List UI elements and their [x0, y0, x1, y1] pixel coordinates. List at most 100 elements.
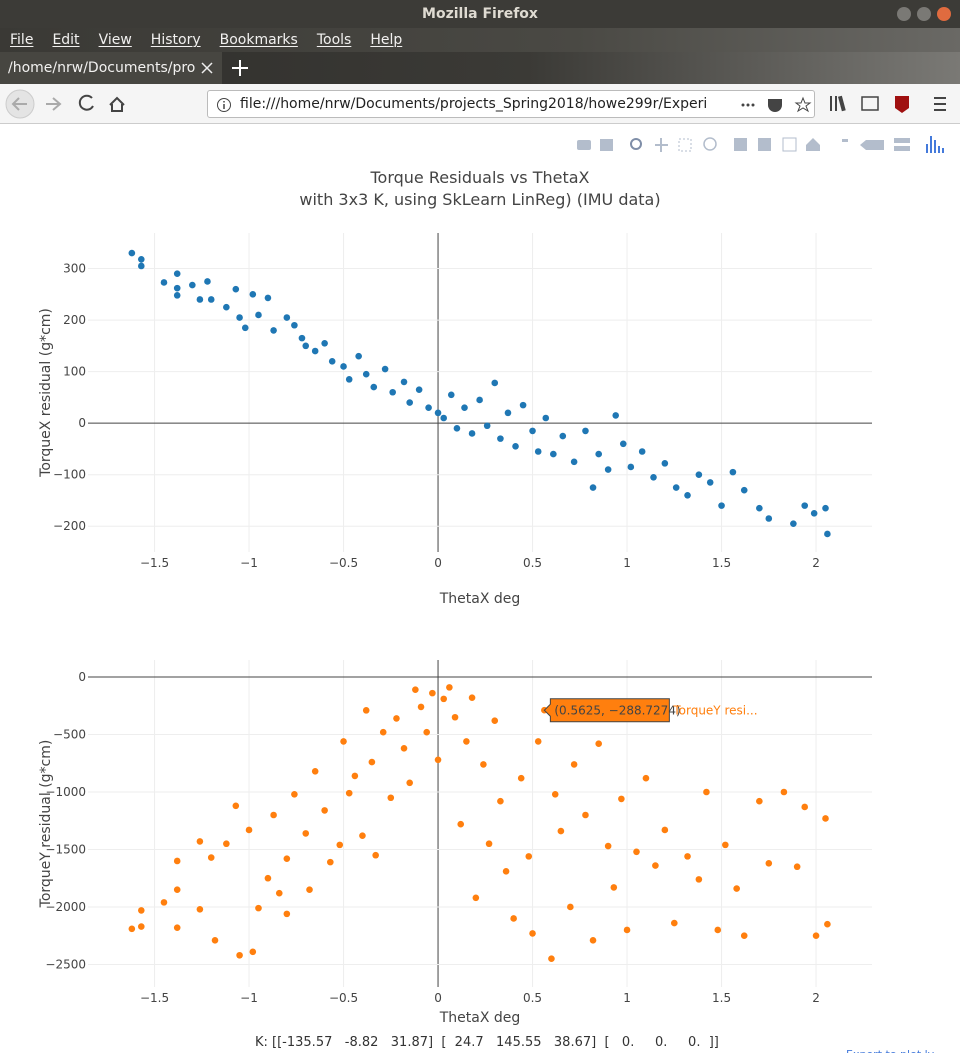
point — [510, 915, 517, 922]
point — [283, 855, 291, 862]
footer-text: K: [[-135.57 -8.82 31.87] [ 24.7 145.55 … — [255, 1035, 719, 1050]
point — [670, 919, 678, 927]
point — [502, 868, 510, 875]
point — [756, 797, 763, 805]
point — [476, 396, 483, 404]
point — [207, 854, 215, 861]
y-tick-label: 200 — [63, 313, 86, 327]
point — [270, 327, 277, 334]
point — [381, 365, 389, 373]
x-axis-title: ThetaX deg — [439, 591, 521, 607]
point — [160, 899, 168, 906]
point — [275, 889, 283, 897]
point — [729, 468, 737, 476]
point — [389, 388, 396, 396]
x-tick-label: 0.5 — [523, 556, 542, 570]
x-tick-label: 2 — [812, 556, 820, 570]
menu-item[interactable]: View — [98, 32, 132, 48]
x-tick-label: −1 — [240, 556, 258, 570]
point — [612, 412, 620, 419]
url-actions[interactable] — [733, 96, 813, 114]
hover-label: (0.5625, −288.7274)TorqueY resi... — [543, 698, 758, 723]
x-tick-label: 1 — [623, 991, 631, 1005]
point — [684, 492, 691, 499]
point — [321, 807, 328, 814]
point — [406, 779, 413, 787]
info-icon — [217, 98, 231, 112]
point — [196, 296, 204, 303]
point — [756, 504, 763, 512]
point — [468, 694, 476, 702]
x-tick-label: 1.5 — [712, 556, 731, 570]
point — [393, 715, 400, 722]
menu-item[interactable]: Tools — [316, 32, 352, 48]
point — [359, 832, 366, 839]
point — [345, 376, 353, 383]
point — [255, 311, 262, 319]
modebar[interactable] — [577, 136, 944, 153]
point — [412, 686, 419, 693]
window-controls[interactable] — [896, 6, 956, 22]
menu-bar: File Edit View History Bookmarks Tools Help — [0, 28, 960, 52]
point — [504, 409, 512, 417]
point — [550, 450, 557, 458]
y-axis-title: TorqueY residual (g*cm) — [38, 740, 54, 909]
point — [706, 479, 714, 486]
point — [173, 886, 181, 894]
point — [291, 321, 298, 329]
point — [241, 324, 249, 332]
tab[interactable]: /home/nrw/Documents/pro — [0, 52, 222, 84]
menu-item[interactable]: File — [10, 32, 34, 48]
point — [491, 379, 499, 387]
point — [362, 707, 370, 714]
point — [207, 296, 215, 303]
point — [661, 460, 669, 467]
point — [196, 905, 204, 913]
point — [302, 830, 310, 837]
url-bar[interactable]: file:///home/nrw/Documents/projects_Spri… — [207, 90, 815, 118]
point — [211, 937, 219, 944]
point — [604, 842, 612, 850]
point — [661, 826, 669, 834]
point — [283, 314, 291, 321]
point — [810, 510, 818, 517]
point — [618, 795, 625, 803]
hover-box — [543, 698, 670, 723]
export-link[interactable]: Export to plot.ly — [846, 1048, 935, 1053]
plot-area: −1.5 −1 −0.5 0 0.5 1 1.5 2−200−1000100200300The… — [38, 136, 944, 1053]
point — [429, 689, 436, 697]
x-tick-label: −0.5 — [329, 556, 358, 570]
nav-icons[interactable] — [0, 84, 960, 124]
point — [417, 703, 425, 711]
point — [173, 857, 181, 865]
chart-subtitle: with 3x3 K, using SkLearn LinReg) (IMU d… — [299, 190, 660, 209]
point — [423, 728, 431, 736]
point — [447, 391, 455, 399]
point — [589, 484, 597, 491]
y-axis-title: TorqueX residual (g*cm) — [38, 308, 54, 478]
menu-item[interactable]: History — [150, 32, 201, 48]
tab-close[interactable] — [200, 61, 214, 75]
point — [270, 811, 277, 819]
new-tab[interactable] — [231, 59, 249, 77]
point — [372, 851, 379, 859]
point — [425, 404, 432, 412]
point — [311, 347, 319, 355]
point — [400, 745, 408, 752]
hover-series-name: TorqueY resi... — [672, 704, 757, 718]
point — [400, 378, 408, 386]
menu-item[interactable]: Help — [370, 32, 403, 48]
point — [517, 774, 525, 782]
point — [822, 504, 829, 512]
point — [595, 450, 602, 458]
point — [387, 794, 395, 802]
point — [824, 920, 831, 928]
menu-item[interactable]: Edit — [52, 32, 80, 48]
menu-item[interactable]: Bookmarks — [219, 32, 298, 48]
point — [340, 738, 347, 745]
point — [451, 713, 459, 721]
point — [173, 924, 181, 931]
x-tick-label: 1.5 — [712, 991, 731, 1005]
point — [340, 363, 347, 370]
point — [582, 427, 589, 435]
